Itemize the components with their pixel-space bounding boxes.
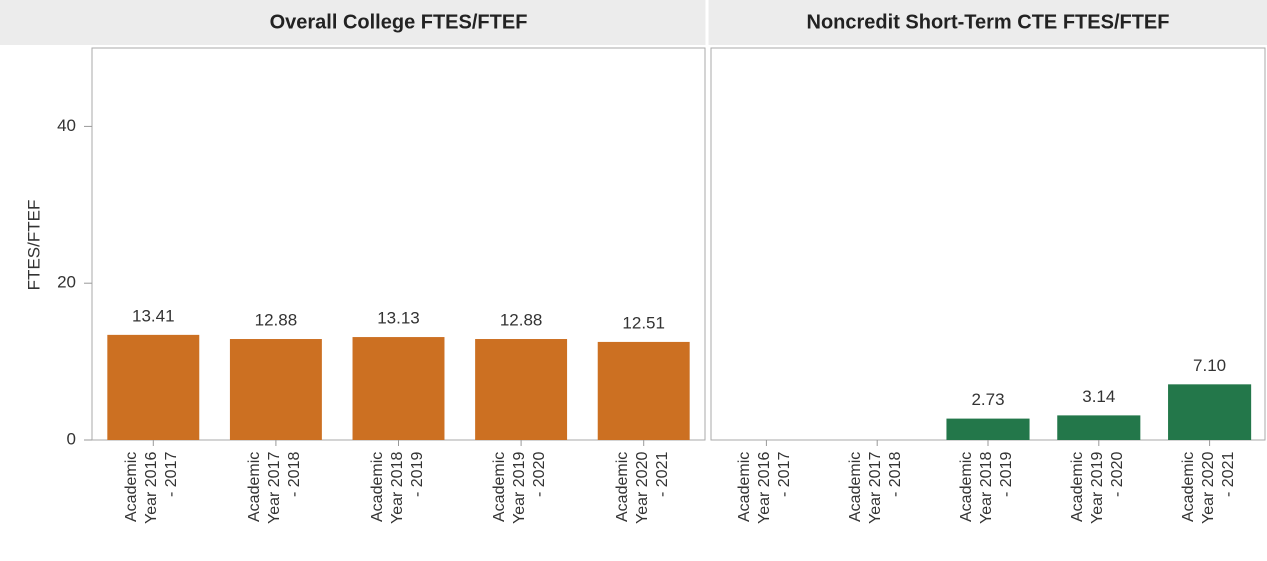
x-tick-label: Academic Year 2017 - 2018 bbox=[847, 452, 905, 525]
value-label: 12.88 bbox=[500, 311, 543, 330]
bar bbox=[352, 337, 445, 440]
bar bbox=[597, 341, 690, 440]
x-tick-label: Academic Year 2017 - 2018 bbox=[245, 452, 303, 525]
value-label: 13.13 bbox=[377, 309, 420, 328]
bar bbox=[1168, 384, 1252, 440]
value-label: 12.51 bbox=[622, 313, 665, 332]
x-tick-label: Academic Year 2020 - 2021 bbox=[1179, 452, 1237, 525]
value-label: 3.14 bbox=[1082, 387, 1115, 406]
bar bbox=[1057, 415, 1141, 440]
bar bbox=[475, 339, 568, 440]
x-tick-label: Academic Year 2016 - 2017 bbox=[736, 452, 794, 525]
header-band bbox=[0, 0, 1267, 45]
x-tick-label: Academic Year 2018 - 2019 bbox=[958, 452, 1015, 525]
bar bbox=[107, 334, 200, 440]
x-tick-label: Academic Year 2020 - 2021 bbox=[613, 452, 671, 525]
x-tick-label: Academic Year 2019 - 2020 bbox=[1068, 452, 1126, 525]
value-label: 2.73 bbox=[971, 390, 1004, 409]
bar bbox=[946, 418, 1030, 440]
x-tick-label: Academic Year 2019 - 2020 bbox=[491, 452, 549, 525]
y-tick-label: 40 bbox=[57, 116, 76, 135]
y-tick-label: 20 bbox=[57, 273, 76, 292]
panel-title: Overall College FTES/FTEF bbox=[270, 11, 528, 33]
y-axis-title: FTES/FTEF bbox=[24, 200, 43, 291]
panel-title: Noncredit Short-Term CTE FTES/FTEF bbox=[807, 11, 1170, 33]
value-label: 13.41 bbox=[132, 306, 175, 325]
bar bbox=[229, 339, 322, 440]
x-tick-label: Academic Year 2018 - 2019 bbox=[368, 452, 426, 525]
value-label: 12.88 bbox=[255, 311, 298, 330]
panel-frame bbox=[710, 47, 1266, 441]
value-label: 7.10 bbox=[1193, 356, 1226, 375]
x-tick-label: Academic Year 2016 - 2017 bbox=[123, 452, 181, 525]
y-tick-label: 0 bbox=[67, 429, 76, 448]
